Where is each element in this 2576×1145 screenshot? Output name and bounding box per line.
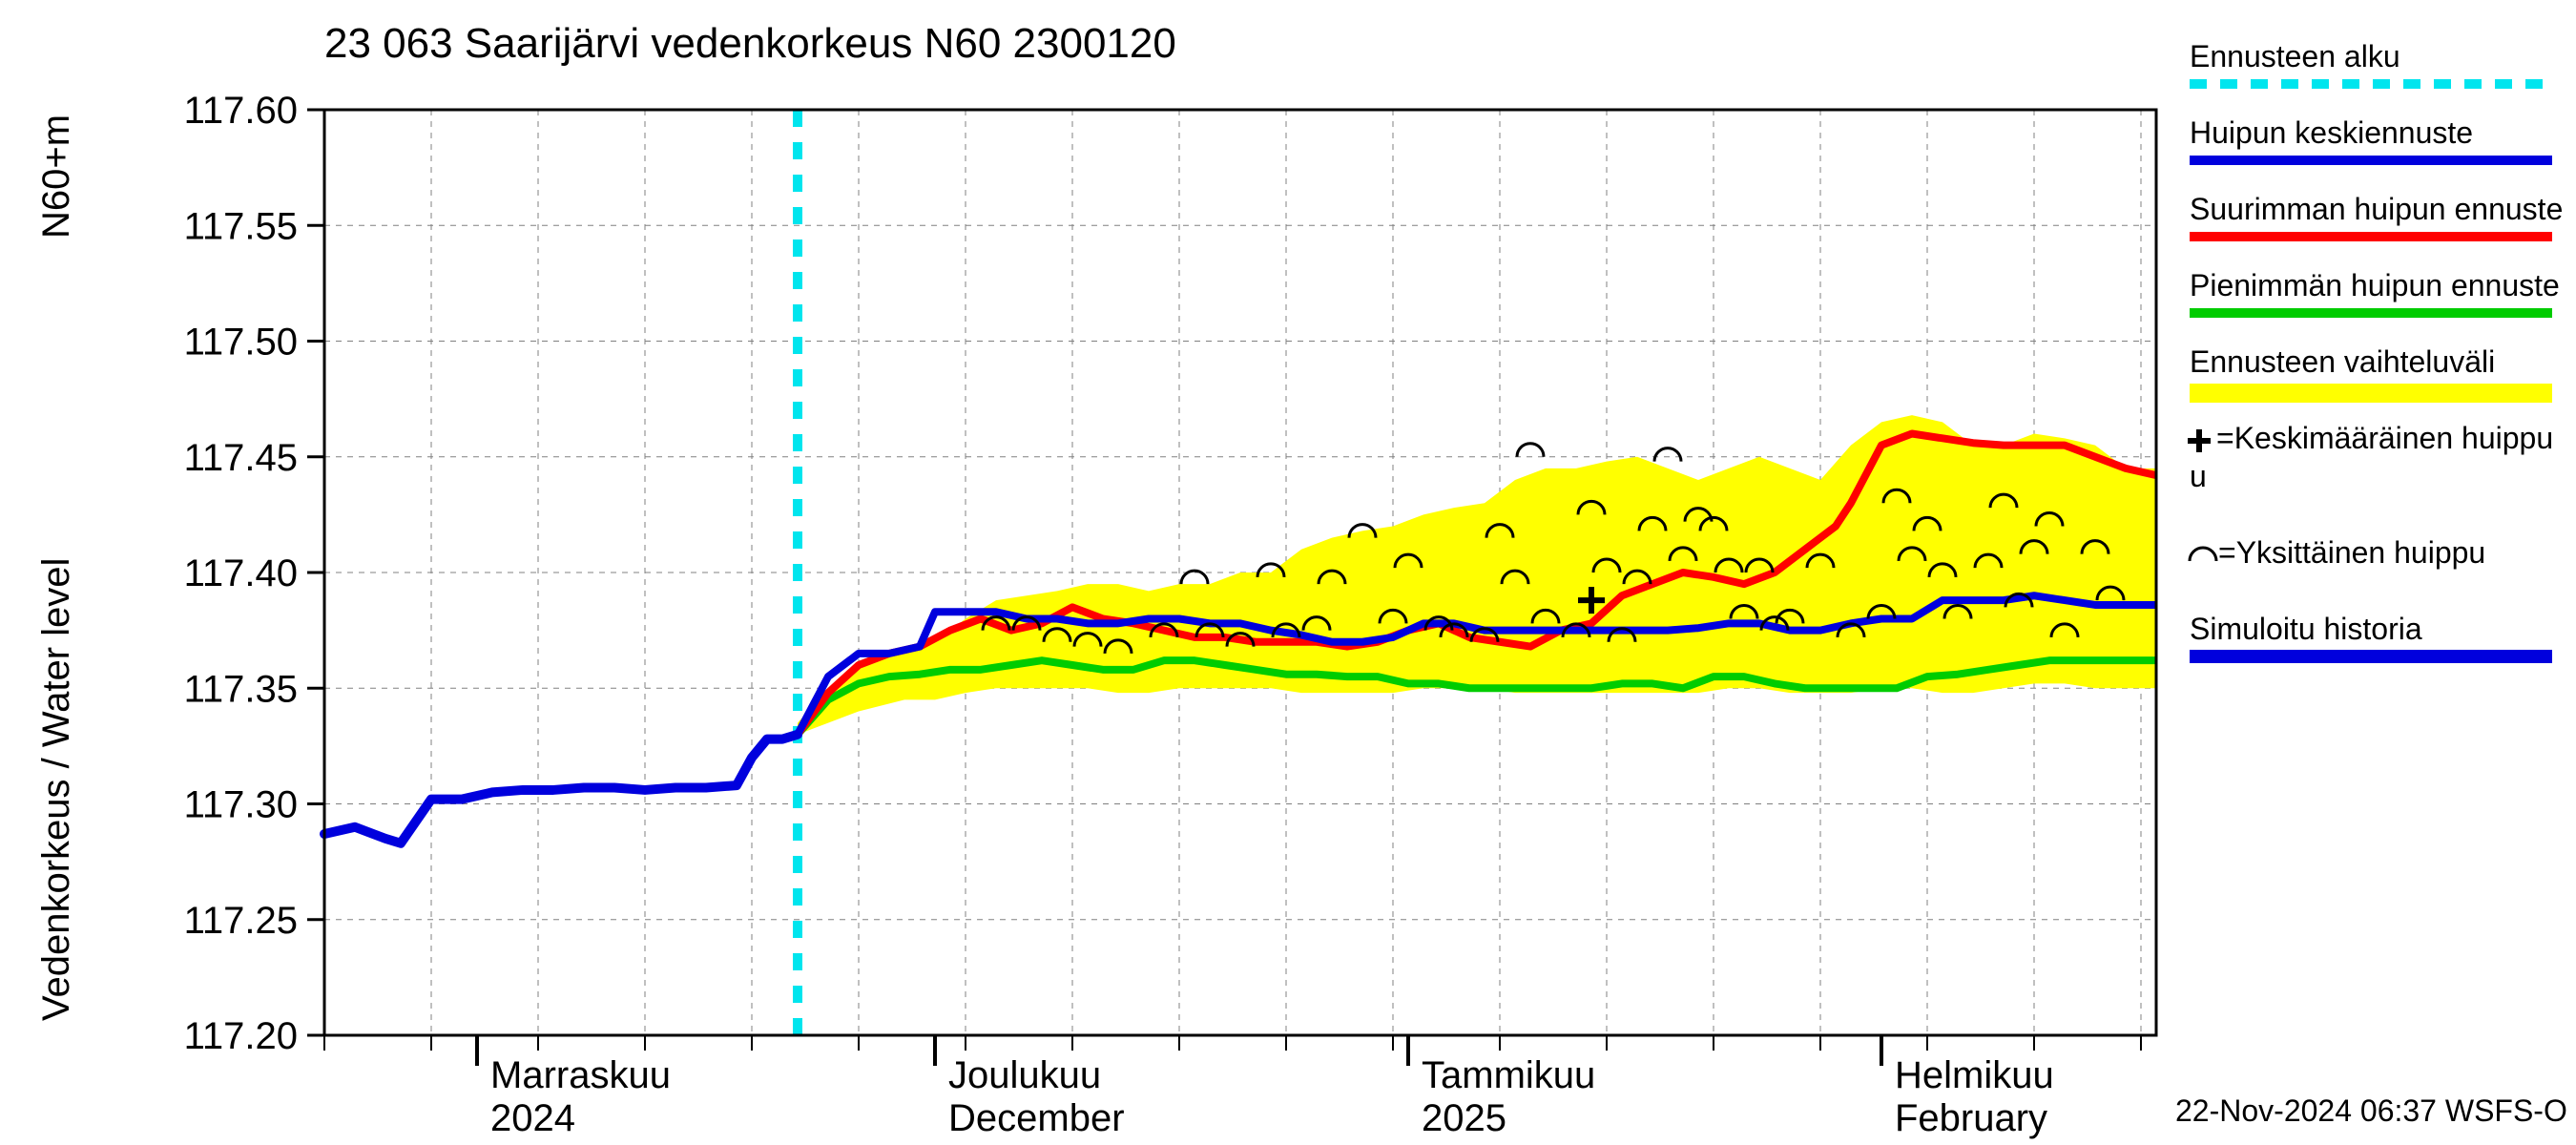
- y-tick-label: 117.25: [184, 900, 298, 942]
- y-tick-label: 117.20: [184, 1015, 298, 1057]
- chart-footer: 22-Nov-2024 06:37 WSFS-O: [2175, 1093, 2567, 1128]
- svg-text:u: u: [2190, 459, 2207, 493]
- y-tick-label: 117.30: [184, 784, 298, 826]
- month-label-top: Marraskuu: [490, 1054, 671, 1096]
- legend-label: Ennusteen vaihteluväli: [2190, 344, 2495, 379]
- month-label-top: Tammikuu: [1422, 1054, 1595, 1096]
- month-label-bottom: February: [1895, 1097, 2047, 1139]
- y-tick-label: 117.50: [184, 322, 298, 364]
- y-axis-label-2: N60+m: [35, 114, 77, 239]
- legend-label: Ennusteen alku: [2190, 39, 2400, 73]
- month-label-bottom: 2024: [490, 1097, 575, 1139]
- month-label-bottom: December: [948, 1097, 1125, 1139]
- y-tick-label: 117.60: [184, 90, 298, 132]
- month-label-top: Joulukuu: [948, 1054, 1101, 1096]
- y-tick-label: 117.35: [184, 668, 298, 710]
- legend-label: Simuloitu historia: [2190, 612, 2422, 646]
- legend-label: =Keskimääräinen huippu: [2216, 421, 2553, 455]
- month-label-top: Helmikuu: [1895, 1054, 2054, 1096]
- month-label-bottom: 2025: [1422, 1097, 1506, 1139]
- y-tick-label: 117.45: [184, 437, 298, 479]
- chart-title: 23 063 Saarijärvi vedenkorkeus N60 23001…: [324, 20, 1176, 67]
- y-tick-label: 117.40: [184, 552, 298, 594]
- legend-label: Huipun keskiennuste: [2190, 115, 2473, 150]
- legend-label: Suurimman huipun ennuste: [2190, 192, 2563, 226]
- chart-svg: 117.20 117.25 117.30 117.35 117.40 117.45 117.…: [0, 0, 2576, 1145]
- legend-label: Pienimmän huipun ennuste: [2190, 268, 2560, 302]
- legend-label: =Yksittäinen huippu: [2218, 535, 2485, 570]
- y-tick-label: 117.55: [184, 205, 298, 247]
- y-axis-label-1: Vedenkorkeus / Water level: [35, 558, 77, 1021]
- water-level-forecast-chart: 117.20 117.25 117.30 117.35 117.40 117.45 117.…: [0, 0, 2576, 1145]
